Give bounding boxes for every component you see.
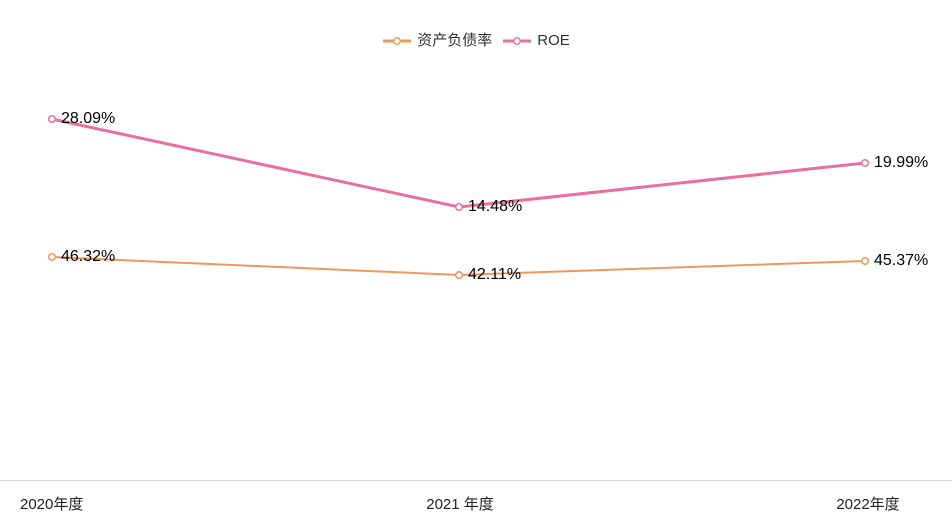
- x-axis-label-2022: 2022年度: [836, 496, 900, 513]
- legend-marker-roe-icon: [503, 36, 532, 45]
- legend-item-roe[interactable]: ROE: [502, 33, 570, 48]
- x-axis-line: [0, 480, 952, 481]
- data-point-roe-2[interactable]: [860, 158, 870, 168]
- x-axis-label-2020: 2020年度: [20, 496, 84, 513]
- data-point-roe-1[interactable]: [454, 202, 464, 212]
- data-point-debt-ratio-0[interactable]: [47, 252, 57, 262]
- legend-item-debt-ratio[interactable]: 资产负债率: [382, 33, 492, 48]
- legend-label-roe: ROE: [537, 32, 570, 49]
- legend-label-debt-ratio: 资产负债率: [417, 32, 493, 49]
- x-axis-label-2021: 2021 年度: [426, 496, 494, 513]
- legend: 资产负债率 ROE: [0, 33, 952, 48]
- data-point-roe-0[interactable]: [47, 114, 57, 124]
- data-point-debt-ratio-2[interactable]: [860, 256, 870, 266]
- legend-marker-debt-ratio-icon: [383, 36, 412, 45]
- series-line-roe: [51, 117, 866, 209]
- data-point-debt-ratio-1[interactable]: [454, 270, 464, 280]
